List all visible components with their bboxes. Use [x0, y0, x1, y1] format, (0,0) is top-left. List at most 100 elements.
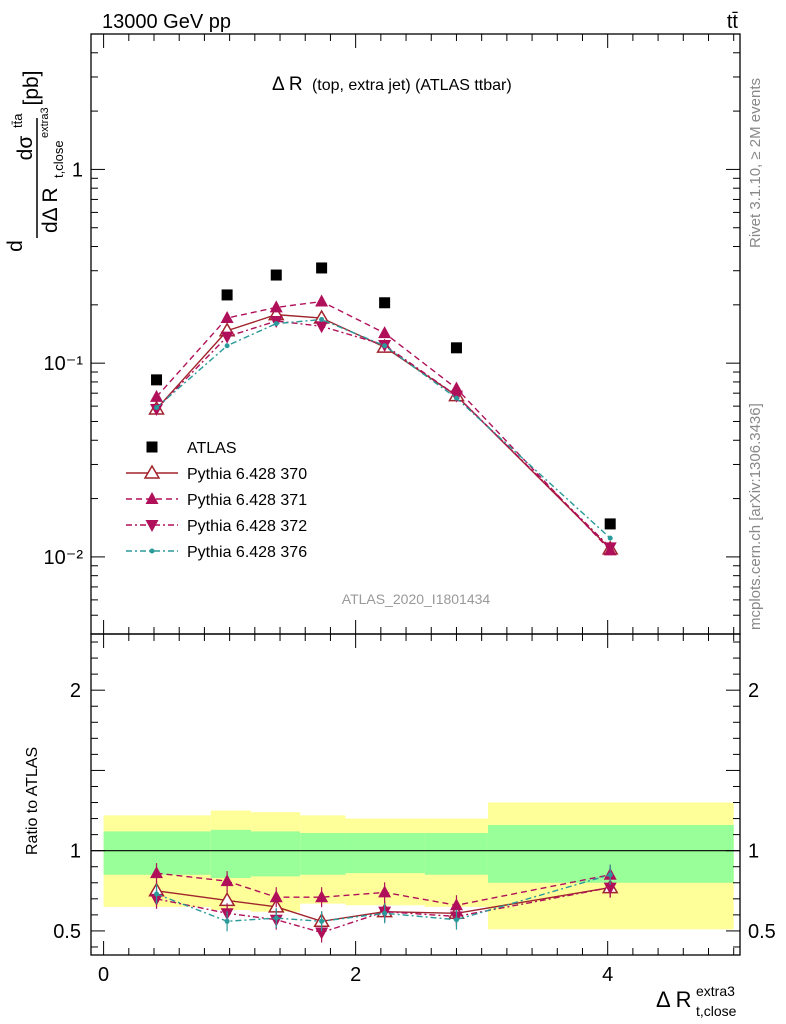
rivet-label: Rivet 3.1.10, ≥ 2M events — [747, 78, 764, 248]
main-point — [315, 294, 329, 307]
mcplots-label: mcplots.cern.ch [arXiv:1306.3436] — [747, 403, 764, 630]
legend-marker — [145, 520, 159, 532]
main-point — [221, 289, 233, 301]
y-label-den-sub: t,close — [51, 140, 66, 178]
main-point — [220, 331, 234, 344]
ratio-point — [449, 898, 463, 911]
main-series-layer — [148, 262, 619, 556]
band-inner-2 — [251, 831, 301, 877]
x-label-main: Δ R — [656, 987, 691, 1012]
legend-entry-3: Pythia 6.428 372 — [126, 518, 307, 535]
ratio-point — [315, 890, 329, 903]
band-inner-1 — [210, 829, 252, 878]
ratio-point — [453, 917, 459, 923]
legend-marker — [145, 492, 159, 504]
y-label-numerator: dσ — [14, 136, 37, 161]
process-label: tt̄ — [727, 11, 739, 33]
legend-entry-4: Pythia 6.428 376 — [126, 544, 307, 561]
main-point — [382, 343, 388, 349]
main-point — [378, 326, 392, 339]
x-label-sup: extra3 — [696, 983, 735, 999]
ratio-point — [315, 927, 329, 940]
main-series-2 — [150, 294, 617, 556]
main-series-4 — [154, 317, 613, 541]
legend: ATLAS Pythia 6.428 370 Pythia 6.428 371 Pyt… — [126, 440, 307, 561]
legend-marker — [146, 441, 158, 453]
ratio-series-layer — [148, 863, 619, 943]
main-point — [379, 297, 391, 309]
ratio-ytick-label-right: 2 — [748, 680, 759, 702]
ratio-series-3 — [154, 864, 613, 932]
main-y-axis-label: [pb] dσ tt̄a d dΔ R t,close extra3 — [4, 70, 66, 251]
ratio-ytick-label-left: 2 — [70, 680, 81, 702]
legend-label: Pythia 6.428 371 — [187, 492, 307, 509]
main-point — [316, 262, 328, 274]
main-point — [273, 321, 279, 327]
main-series-0 — [151, 262, 616, 530]
axes: 10⁻² 10⁻¹ 1 0 2 4 0.5 0.5 1 1 2 2 — [44, 33, 776, 986]
y-label-den-sup: extra3 — [39, 107, 51, 138]
legend-label: Pythia 6.428 372 — [187, 518, 307, 535]
band-inner-3 — [300, 833, 346, 875]
x-axis-label: Δ R extra3 t,close — [656, 983, 737, 1019]
ratio-point — [319, 918, 325, 924]
main-point — [269, 300, 283, 313]
main-point — [319, 317, 325, 323]
main-series-line — [156, 320, 611, 548]
ratio-point — [603, 882, 617, 895]
band-inner-5 — [424, 833, 488, 875]
main-ytick-label: 10⁻² — [44, 547, 84, 569]
ratio-point — [273, 915, 279, 921]
ratio-point — [378, 885, 392, 898]
main-point — [315, 321, 329, 334]
main-point — [607, 535, 613, 541]
ratio-xtick-label: 2 — [350, 964, 361, 986]
ratio-point — [150, 866, 164, 879]
main-point — [450, 342, 462, 354]
ratio-point — [269, 890, 283, 903]
ratio-y-axis-label: Ratio to ATLAS — [24, 747, 41, 855]
energy-label: 13000 GeV pp — [102, 11, 231, 33]
ratio-uncertainty-bands — [91, 802, 740, 930]
legend-entry-1: Pythia 6.428 370 — [126, 464, 307, 483]
ratio-point — [154, 891, 160, 897]
ratio-ytick-label-left: 0.5 — [53, 921, 81, 943]
main-point — [150, 389, 164, 402]
main-point — [151, 374, 163, 386]
main-point — [604, 518, 616, 530]
legend-entry-0: ATLAS — [146, 440, 237, 457]
y-label-denominator: dΔ R — [39, 187, 62, 233]
x-label-sub: t,close — [696, 1003, 737, 1019]
legend-label: Pythia 6.428 376 — [187, 544, 307, 561]
main-point — [220, 311, 234, 324]
analysis-watermark: ATLAS_2020_I1801434 — [342, 591, 491, 607]
legend-label: ATLAS — [187, 440, 237, 457]
legend-label: Pythia 6.428 370 — [187, 466, 307, 483]
ratio-ytick-label-right: 0.5 — [748, 921, 776, 943]
y-label-numerator-sup: tt̄a — [10, 113, 25, 128]
ratio-point — [382, 910, 388, 916]
main-ytick-label: 10⁻¹ — [44, 353, 84, 375]
main-title: Δ R (top, extra jet) (ATLAS ttbar) — [272, 74, 512, 95]
ratio-ytick-label-left: 1 — [70, 841, 81, 863]
main-point — [603, 542, 617, 555]
main-point — [154, 405, 160, 411]
band-inner-4 — [345, 833, 425, 874]
y-label-unit: [pb] — [20, 70, 43, 105]
main-point — [224, 343, 230, 349]
y-label-d: d — [4, 240, 27, 252]
main-point — [449, 381, 463, 394]
ratio-ytick-label-right: 1 — [748, 841, 759, 863]
ratio-xtick-label: 0 — [98, 964, 109, 986]
ratio-point — [224, 918, 230, 924]
ratio-point — [607, 872, 613, 878]
main-title-symbol: Δ R — [272, 74, 303, 95]
ratio-point — [220, 874, 234, 887]
main-ytick-label: 1 — [72, 159, 83, 181]
main-title-detail: (top, extra jet) (ATLAS ttbar) — [312, 77, 512, 94]
legend-entry-2: Pythia 6.428 371 — [126, 492, 307, 509]
legend-marker — [149, 548, 155, 554]
ratio-frame — [90, 633, 741, 956]
main-point — [453, 395, 459, 401]
